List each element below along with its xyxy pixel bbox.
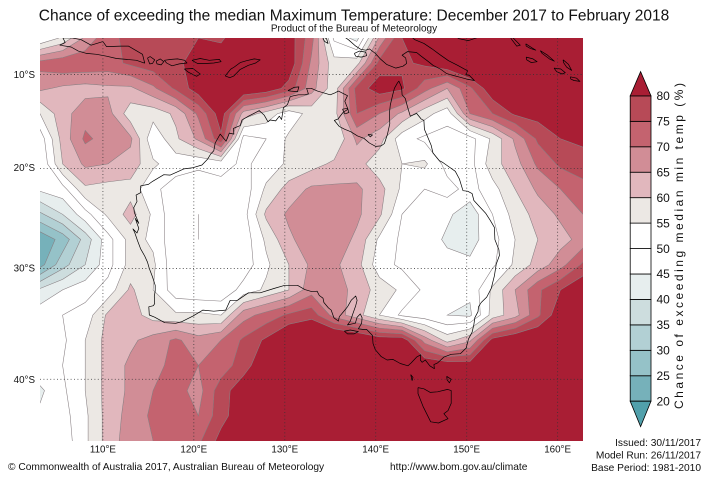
svg-text:160°E: 160°E [544,445,571,456]
svg-text:120°E: 120°E [180,445,207,456]
svg-text:65: 65 [657,165,671,179]
svg-text:Product of the Bureau of Meteo: Product of the Bureau of Meteorology [271,24,437,35]
svg-text:30: 30 [657,344,671,358]
svg-text:40: 40 [657,293,671,307]
svg-text:Model Run: 26/11/2017: Model Run: 26/11/2017 [596,451,701,462]
svg-text:25: 25 [657,369,671,383]
svg-text:http://www.bom.gov.au/climate: http://www.bom.gov.au/climate [390,462,528,473]
svg-text:140°E: 140°E [362,445,389,456]
svg-text:10°S: 10°S [14,70,36,81]
svg-text:55: 55 [657,216,671,230]
svg-text:30°S: 30°S [14,264,36,275]
svg-text:60: 60 [657,191,671,205]
svg-text:75: 75 [657,115,671,129]
svg-text:110°E: 110°E [90,445,117,456]
svg-text:40°S: 40°S [14,375,36,386]
svg-text:Issued: 30/11/2017: Issued: 30/11/2017 [615,438,701,449]
svg-text:50: 50 [657,242,671,256]
svg-text:130°E: 130°E [271,445,298,456]
svg-text:35: 35 [657,318,671,332]
svg-text:20°S: 20°S [14,163,36,174]
svg-text:© Commonwealth of Australia 20: © Commonwealth of Australia 2017, Austra… [8,462,325,473]
svg-text:150°E: 150°E [453,445,480,456]
svg-text:Base Period: 1981-2010: Base Period: 1981-2010 [591,463,701,474]
svg-text:20: 20 [657,394,671,408]
svg-text:Chance of exceeding median min: Chance of exceeding median min temp (%) [672,83,686,409]
svg-text:45: 45 [657,267,671,281]
svg-text:Chance of exceeding the median: Chance of exceeding the median Maximum T… [39,8,669,25]
svg-text:80: 80 [657,89,671,103]
svg-text:70: 70 [657,140,671,154]
